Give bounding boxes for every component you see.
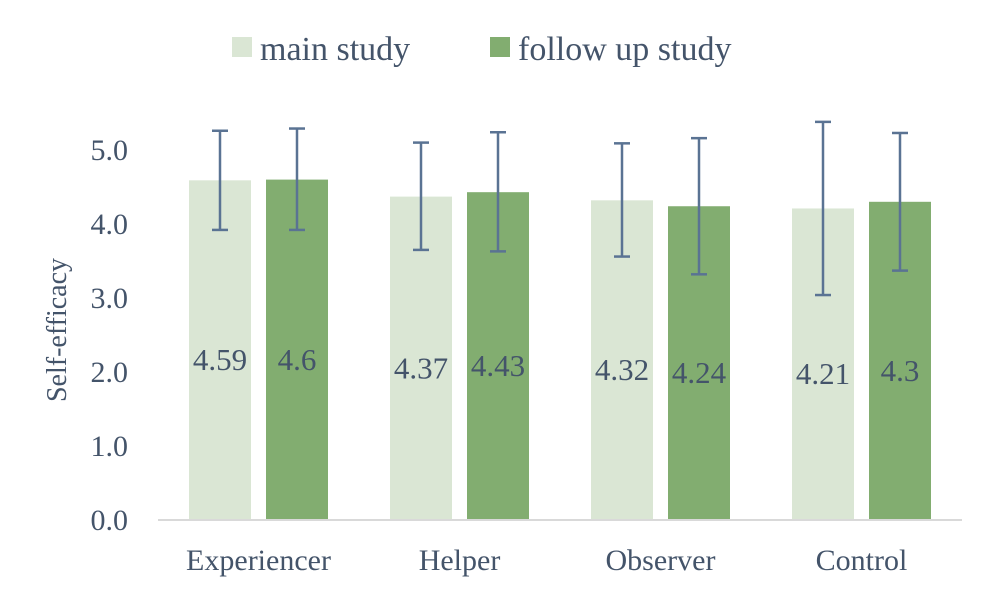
- legend: main study follow up study: [232, 31, 731, 68]
- x-axis: Experiencer Helper Observer Control: [158, 519, 962, 577]
- y-tick-label: 4.0: [91, 208, 129, 241]
- data-label: 4.21: [796, 356, 850, 391]
- y-axis-title: Self-efficacy: [42, 258, 73, 402]
- x-tick-label: Experiencer: [186, 544, 331, 577]
- data-label: 4.6: [278, 342, 317, 377]
- data-label: 4.59: [193, 342, 247, 377]
- error-bar: [212, 129, 228, 232]
- bar-main-experiencer: [189, 180, 251, 520]
- bar-follow-up-experiencer: [266, 179, 328, 520]
- legend-swatch-main: [232, 37, 252, 57]
- legend-swatch-follow-up: [490, 37, 510, 57]
- x-tick-label: Observer: [606, 544, 716, 577]
- error-bar: [892, 131, 908, 272]
- bars: 4.59 4.6 4.37 4.43 4.32 4.24 4.21 4.3: [189, 120, 931, 521]
- y-tick-label: 2.0: [91, 356, 129, 389]
- data-label: 4.43: [471, 348, 525, 383]
- y-tick-label: 0.0: [91, 504, 129, 537]
- legend-label-follow-up: follow up study: [518, 31, 731, 68]
- x-tick-label: Helper: [419, 544, 501, 577]
- error-bar: [289, 127, 305, 232]
- data-label: 4.3: [881, 353, 920, 388]
- y-tick-label: 3.0: [91, 282, 129, 315]
- error-bar: [614, 142, 630, 258]
- error-bar: [815, 120, 831, 297]
- data-label: 4.37: [394, 350, 448, 385]
- data-label: 4.32: [595, 352, 649, 387]
- data-label: 4.24: [672, 355, 727, 390]
- error-bar: [490, 130, 506, 253]
- error-bar: [413, 141, 429, 252]
- y-axis: 0.0 1.0 2.0 3.0 4.0 5.0: [91, 134, 129, 537]
- error-bar: [691, 136, 707, 276]
- y-tick-label: 1.0: [91, 430, 129, 463]
- x-tick-label: Control: [816, 544, 908, 577]
- legend-label-main: main study: [260, 31, 410, 68]
- y-tick-label: 5.0: [91, 134, 129, 167]
